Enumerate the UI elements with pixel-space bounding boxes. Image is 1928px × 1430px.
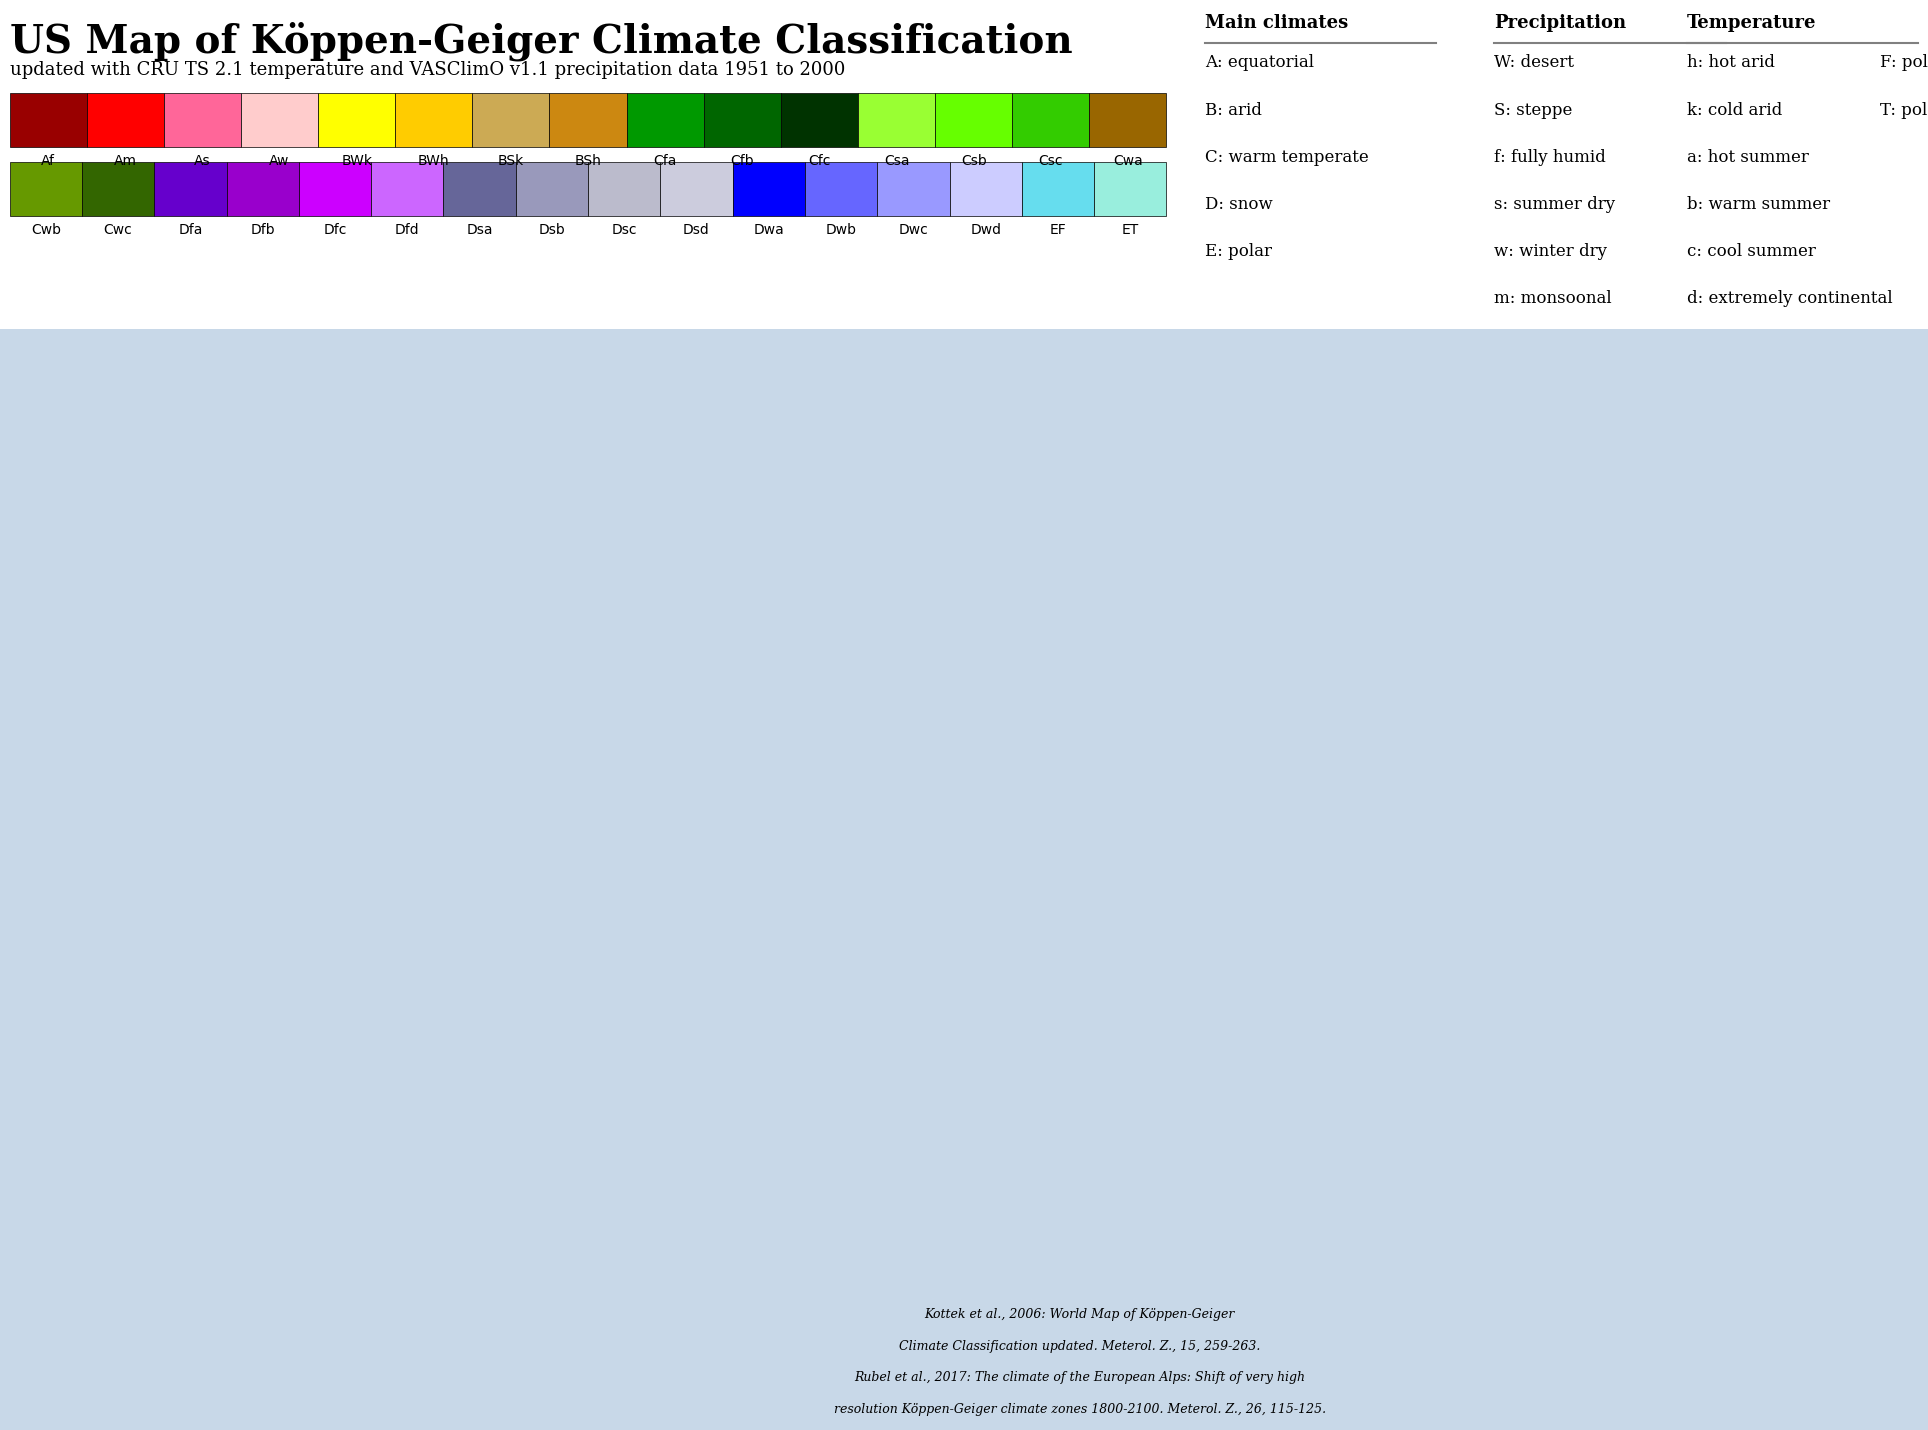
Text: Rubel et al., 2017: The climate of the European Alps: Shift of very high: Rubel et al., 2017: The climate of the E… [854, 1371, 1305, 1384]
Text: BSk: BSk [497, 154, 524, 169]
Text: c: cool summer: c: cool summer [1687, 243, 1816, 260]
Text: Am: Am [114, 154, 137, 169]
Text: k: cold arid: k: cold arid [1687, 102, 1781, 119]
Text: E: polar: E: polar [1205, 243, 1272, 260]
Text: Dsa: Dsa [467, 223, 494, 237]
Text: Dsb: Dsb [538, 223, 565, 237]
Text: D: snow: D: snow [1205, 196, 1272, 213]
Text: As: As [195, 154, 210, 169]
Text: Csa: Csa [883, 154, 910, 169]
Text: B: arid: B: arid [1205, 102, 1261, 119]
Text: Dsd: Dsd [683, 223, 710, 237]
Text: h: hot arid: h: hot arid [1687, 54, 1776, 72]
Text: Dfc: Dfc [324, 223, 347, 237]
Text: Dwc: Dwc [898, 223, 927, 237]
Text: BSh: BSh [575, 154, 602, 169]
Text: US Map of Köppen-Geiger Climate Classification: US Map of Köppen-Geiger Climate Classifi… [10, 21, 1072, 61]
Text: W: desert: W: desert [1494, 54, 1573, 72]
Text: Csb: Csb [960, 154, 987, 169]
Text: w: winter dry: w: winter dry [1494, 243, 1608, 260]
Text: A: equatorial: A: equatorial [1205, 54, 1315, 72]
Text: Dwb: Dwb [825, 223, 856, 237]
Text: Main climates: Main climates [1205, 14, 1348, 33]
Text: F: polar: F: polar [1880, 54, 1928, 72]
Text: s: summer dry: s: summer dry [1494, 196, 1616, 213]
Text: Cwb: Cwb [31, 223, 62, 237]
Text: m: monsoonal: m: monsoonal [1494, 290, 1612, 307]
Text: Csc: Csc [1039, 154, 1062, 169]
Text: Dsc: Dsc [611, 223, 636, 237]
Text: Cfc: Cfc [808, 154, 831, 169]
Text: resolution Köppen-Geiger climate zones 1800-2100. Meterol. Z., 26, 115-125.: resolution Köppen-Geiger climate zones 1… [833, 1403, 1326, 1416]
Text: Dfd: Dfd [395, 223, 420, 237]
FancyBboxPatch shape [0, 329, 1928, 1430]
Text: updated with CRU TS 2.1 temperature and VASClimO v1.1 precipitation data 1951 to: updated with CRU TS 2.1 temperature and … [10, 61, 844, 80]
Text: Cfb: Cfb [731, 154, 754, 169]
Text: Cwa: Cwa [1112, 154, 1143, 169]
Text: Dwd: Dwd [970, 223, 1001, 237]
Text: BWh: BWh [418, 154, 449, 169]
Text: Dfa: Dfa [177, 223, 202, 237]
Text: EF: EF [1049, 223, 1066, 237]
Text: Dfb: Dfb [251, 223, 276, 237]
Text: Af: Af [40, 154, 56, 169]
Text: Cfa: Cfa [654, 154, 677, 169]
Text: f: fully humid: f: fully humid [1494, 149, 1606, 166]
Text: T: polar: T: polar [1880, 102, 1928, 119]
Text: C: warm temperate: C: warm temperate [1205, 149, 1369, 166]
Text: Temperature: Temperature [1687, 14, 1816, 33]
Text: ET: ET [1122, 223, 1139, 237]
Text: BWk: BWk [341, 154, 372, 169]
Text: Precipitation: Precipitation [1494, 14, 1627, 33]
Text: Dwa: Dwa [754, 223, 785, 237]
Text: Kottek et al., 2006: World Map of Köppen-Geiger: Kottek et al., 2006: World Map of Köppen… [925, 1308, 1234, 1321]
Text: d: extremely continental: d: extremely continental [1687, 290, 1893, 307]
Text: Cwc: Cwc [104, 223, 133, 237]
Text: a: hot summer: a: hot summer [1687, 149, 1808, 166]
Text: b: warm summer: b: warm summer [1687, 196, 1830, 213]
Text: Aw: Aw [270, 154, 289, 169]
Text: S: steppe: S: steppe [1494, 102, 1573, 119]
Text: Climate Classification updated. Meterol. Z., 15, 259-263.: Climate Classification updated. Meterol.… [898, 1340, 1261, 1353]
